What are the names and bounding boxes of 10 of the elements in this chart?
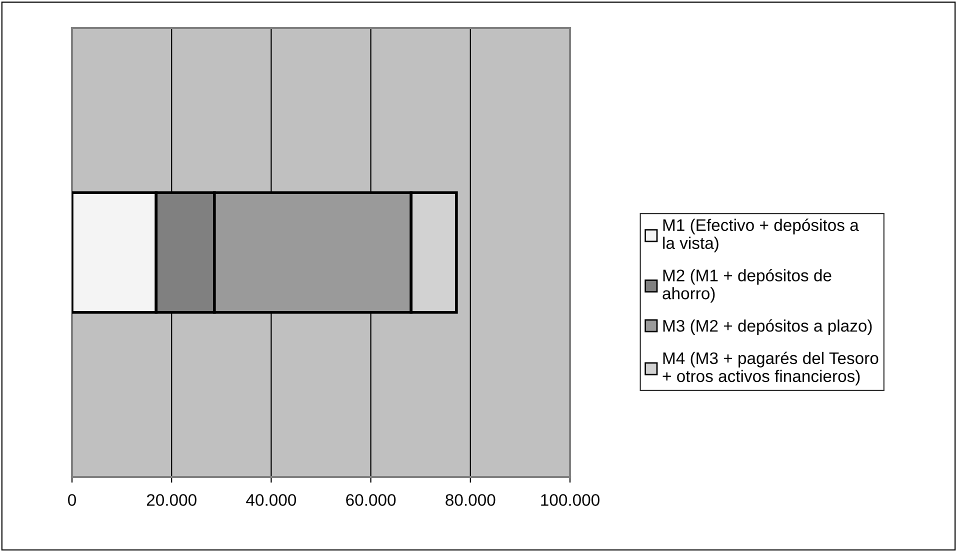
x-tick-label: 0 <box>68 494 76 506</box>
legend-label: M4 (M3 + pagarés del Tesoro + otros activos financieros) <box>662 352 878 386</box>
x-tick-label: 40.000 <box>246 494 296 506</box>
x-tick-label: 100.000 <box>541 494 600 506</box>
legend-label: M1 (Efectivo + depósitos a la vista) <box>663 218 859 252</box>
x-tick-label: 80.000 <box>446 494 496 506</box>
legend-label: M3 (M2 + depósitos a plazo) <box>663 319 872 336</box>
legend-label: M2 (M1 + depósitos de ahorro) <box>662 268 832 303</box>
x-tick-label: 20.000 <box>146 494 196 506</box>
x-tick-label: 60.000 <box>346 494 396 506</box>
